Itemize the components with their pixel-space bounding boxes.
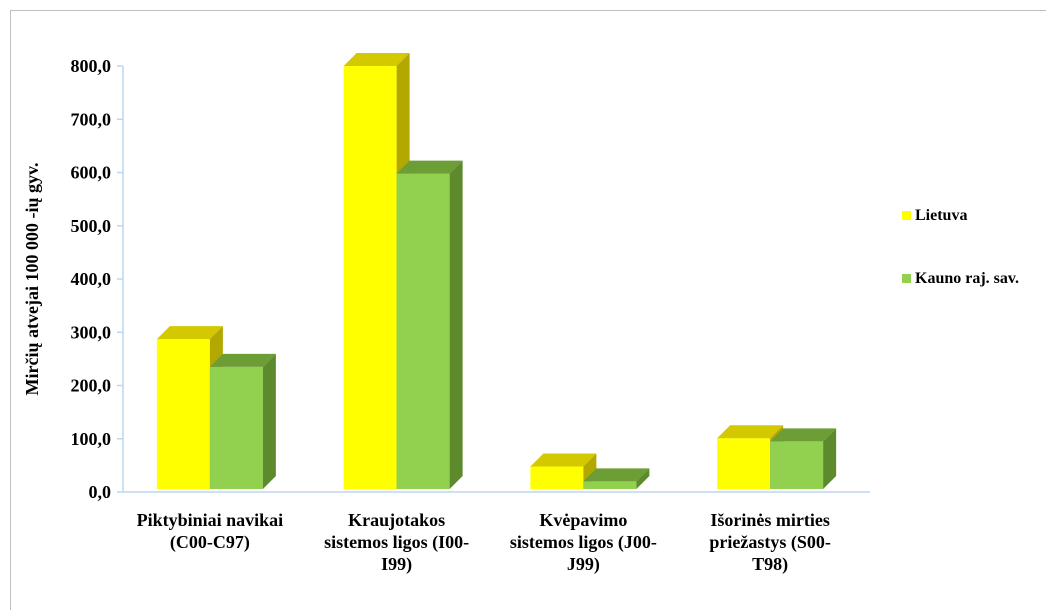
labels: 0,0 100,0 200,0 300,0 400,0 500,0 600,0 700,0 80… bbox=[22, 56, 831, 575]
bar-top-0-1 bbox=[343, 53, 410, 66]
bar-front-0-1 bbox=[343, 66, 397, 489]
legend-label-1: Kauno raj. sav. bbox=[915, 270, 1019, 287]
y-tick-label: 0,0 bbox=[89, 482, 112, 502]
bar-top-0-3 bbox=[717, 425, 784, 439]
category-label: Piktybiniai navikai (C00-C97) bbox=[137, 510, 284, 553]
bar-front-1-2 bbox=[583, 481, 637, 489]
bar-side-1-2 bbox=[636, 468, 650, 489]
bar-top-0-2 bbox=[530, 453, 597, 467]
bars bbox=[156, 53, 837, 489]
bar-top-1-1 bbox=[396, 160, 463, 174]
bar-front-0-3 bbox=[717, 438, 771, 489]
bar-chart: 0,0 100,0 200,0 300,0 400,0 500,0 600,0 700,0 80… bbox=[22, 53, 1019, 575]
legend-swatch-1 bbox=[902, 274, 911, 283]
y-tick-label: 100,0 bbox=[71, 429, 112, 449]
bar-front-0-2 bbox=[530, 466, 584, 489]
bar-side-1-0 bbox=[262, 353, 276, 489]
y-tick-label: 200,0 bbox=[71, 376, 112, 396]
category-label: Kvėpavimo sistemos ligos (J00-J99) bbox=[510, 510, 657, 575]
bar-side-1-1 bbox=[449, 160, 463, 489]
bar-side-1-3 bbox=[823, 428, 837, 489]
bar-top-1-2 bbox=[583, 468, 650, 482]
bar-front-0-0 bbox=[156, 339, 210, 489]
legend-label-0: Lietuva bbox=[915, 207, 967, 224]
bar-top-0-0 bbox=[156, 326, 223, 340]
bar-front-1-0 bbox=[209, 366, 263, 489]
y-axis-label: Mirčių atvejai 100 000 -ių gyv. bbox=[22, 163, 42, 396]
bar-front-1-3 bbox=[770, 441, 824, 489]
y-tick-label: 500,0 bbox=[71, 216, 112, 236]
legend: Lietuva Kauno raj. sav. bbox=[902, 207, 1019, 287]
category-label: Išorinės mirties priežastys (S00-T98) bbox=[709, 510, 830, 575]
category-label: Kraujotakos sistemos ligos (I00-I99) bbox=[324, 510, 469, 575]
bar-top-1-0 bbox=[209, 353, 276, 367]
y-tick-label: 300,0 bbox=[71, 322, 112, 342]
chart-frame bbox=[10, 10, 1046, 610]
bar-front-1-1 bbox=[396, 173, 450, 489]
bar-top-1-3 bbox=[770, 428, 837, 442]
y-tick-label: 800,0 bbox=[71, 56, 112, 76]
y-tick-label: 400,0 bbox=[71, 269, 112, 289]
y-tick-label: 700,0 bbox=[71, 109, 112, 129]
legend-swatch-0 bbox=[902, 211, 911, 220]
y-tick-label: 600,0 bbox=[71, 163, 112, 183]
axes bbox=[117, 65, 870, 493]
